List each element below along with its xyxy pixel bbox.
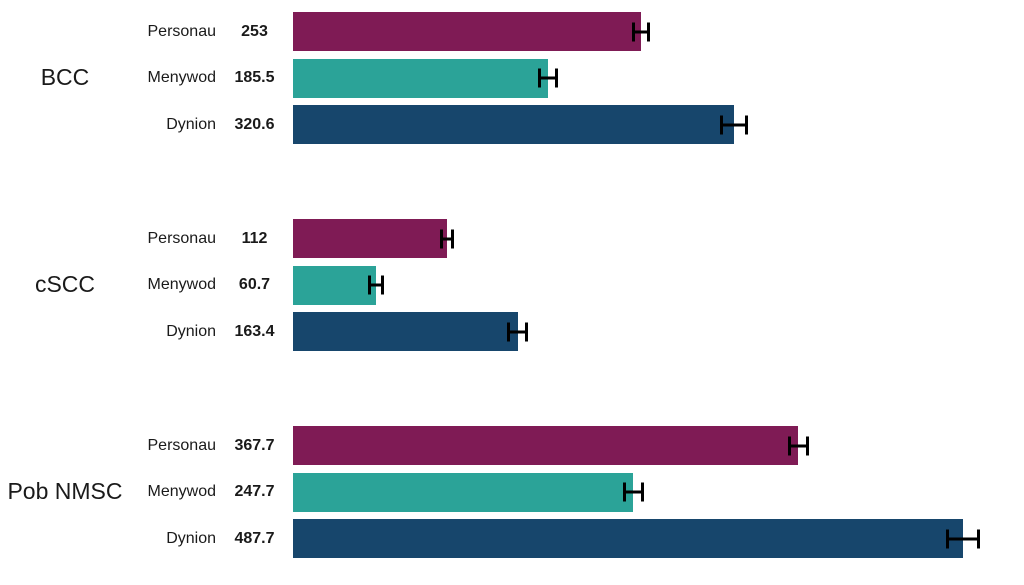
value-label: 185.5 [234, 69, 275, 86]
bar-area [293, 265, 1024, 305]
bar-area [293, 105, 1024, 144]
series-label: Menywod [147, 69, 216, 86]
error-bar [368, 275, 385, 295]
bar-row: Menywod 185.5 [130, 58, 1024, 98]
bar-dynion [293, 519, 964, 558]
value-label: 112 [241, 229, 268, 247]
bar-group: Pob NMSC Personau 367.7 Menywod 247.7 Dynion 4… [0, 426, 1024, 558]
bar-personau [293, 426, 799, 465]
error-bar [719, 115, 748, 134]
series-label: Dynion [166, 529, 216, 547]
bar-area [293, 219, 1024, 258]
value-label: 247.7 [234, 483, 275, 500]
value-label: 367.7 [234, 436, 275, 454]
value-label: 253 [241, 22, 268, 40]
error-bar [946, 529, 981, 548]
error-bar [537, 68, 558, 88]
error-bar [622, 482, 644, 502]
series-label: Personau [147, 229, 217, 247]
series-label: Dynion [166, 322, 216, 340]
bar-row: Personau 112 [130, 219, 1024, 258]
bar-row: Personau 367.7 [130, 426, 1024, 465]
series-label: Menywod [147, 483, 216, 500]
bar-menywod [293, 265, 377, 305]
bar-menywod [293, 472, 634, 512]
bar-personau [293, 12, 641, 51]
value-label: 163.4 [234, 322, 275, 340]
bar-area [293, 519, 1024, 558]
series-label: Personau [147, 22, 217, 40]
value-label: 487.7 [234, 529, 275, 547]
error-bar [439, 229, 454, 248]
bar-row: Dynion 163.4 [130, 312, 1024, 351]
bar-dynion [293, 105, 734, 144]
bar-row: Menywod 60.7 [130, 265, 1024, 305]
series-label: Dynion [166, 115, 216, 133]
bar-area [293, 472, 1024, 512]
bar-area [293, 312, 1024, 351]
bar-row: Menywod 247.7 [130, 472, 1024, 512]
group-label: Pob NMSC [7, 478, 123, 505]
bar-personau [293, 219, 447, 258]
error-bar [507, 322, 528, 341]
value-label: 320.6 [234, 115, 275, 133]
value-label: 60.7 [238, 276, 271, 293]
bar-group: BCC Personau 253 Menywod 185.5 Dynion 320.6 [0, 12, 1024, 144]
error-bar [787, 436, 809, 455]
bar-rows: Personau 253 Menywod 185.5 Dynion 320.6 [130, 12, 1024, 144]
bar-menywod [293, 58, 548, 98]
group-label: cSCC [34, 271, 96, 298]
series-label: Personau [147, 436, 217, 454]
bar-group: cSCC Personau 112 Menywod 60.7 Dynion 163.4 [0, 219, 1024, 351]
bar-area [293, 426, 1024, 465]
bar-row: Personau 253 [130, 12, 1024, 51]
bar-dynion [293, 312, 518, 351]
bar-area [293, 58, 1024, 98]
bar-rows: Personau 367.7 Menywod 247.7 Dynion 487.7 [130, 426, 1024, 558]
bar-rows: Personau 112 Menywod 60.7 Dynion 163.4 [130, 219, 1024, 351]
bar-row: Dynion 487.7 [130, 519, 1024, 558]
group-label: BCC [40, 64, 90, 91]
series-label: Menywod [147, 276, 216, 293]
bar-area [293, 12, 1024, 51]
error-bar [631, 22, 650, 41]
bar-row: Dynion 320.6 [130, 105, 1024, 144]
